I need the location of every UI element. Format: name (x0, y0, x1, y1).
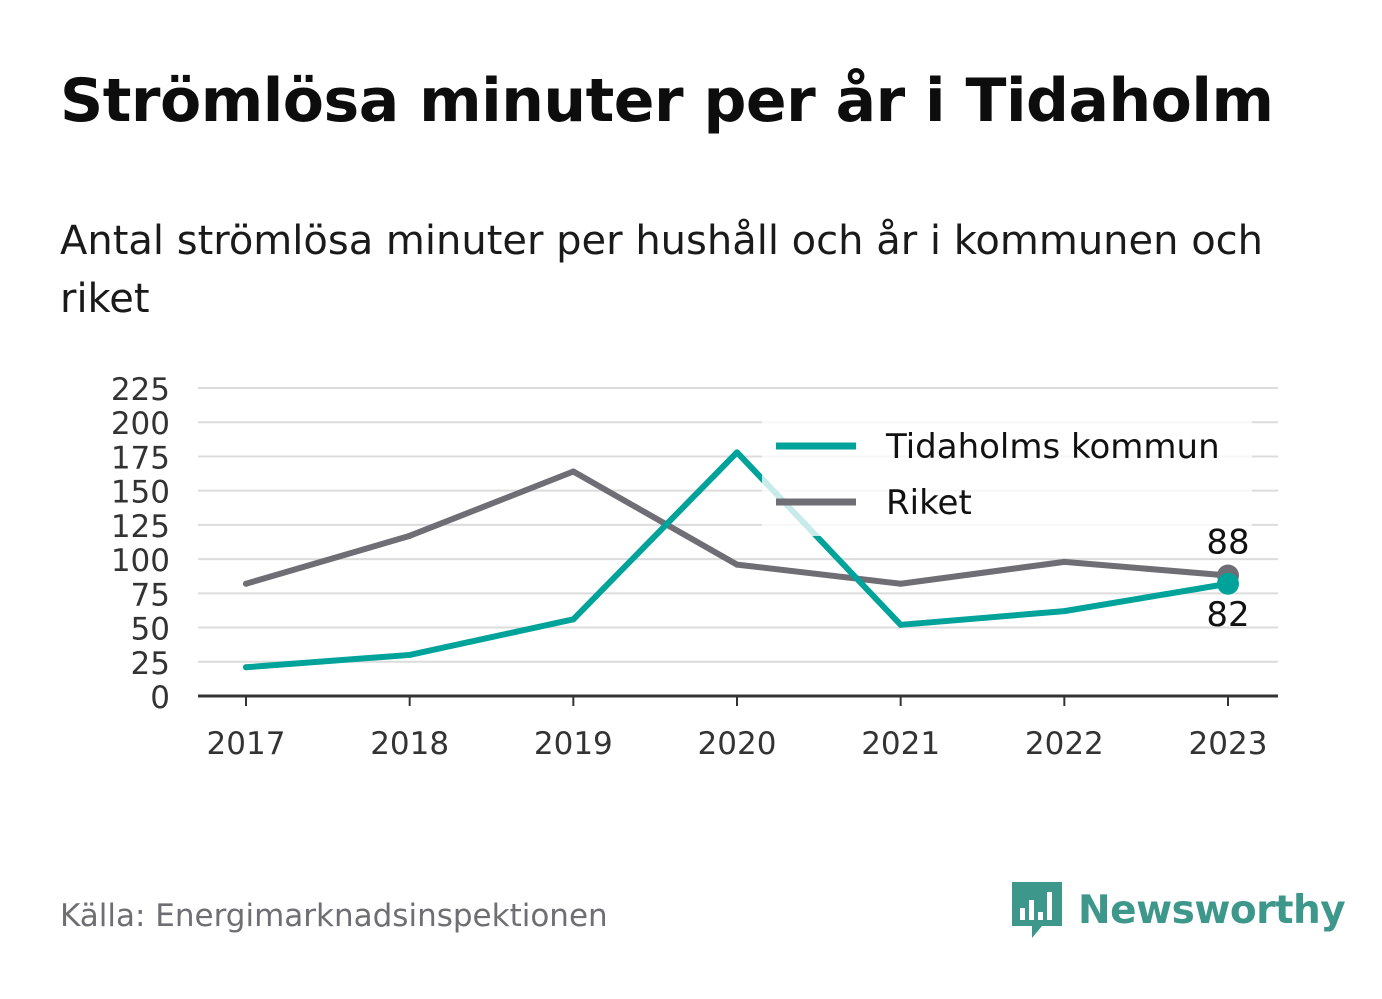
brand-name: Newsworthy (1078, 887, 1346, 933)
data-point (734, 449, 740, 456)
y-tick-label: 75 (131, 577, 170, 613)
data-point (570, 468, 577, 475)
data-point (406, 532, 413, 539)
y-tick-label: 175 (111, 440, 170, 476)
data-point (1061, 558, 1068, 565)
chart-subtitle: Antal strömlösa minuter per hushåll och … (60, 218, 1264, 322)
y-tick-label: 0 (150, 680, 170, 716)
data-point (406, 651, 413, 658)
newsworthy-bar-chart-logo-icon (1012, 882, 1062, 938)
y-tick-label: 125 (111, 509, 170, 545)
x-axis-ticks: 2017 2018 2019 2020 2021 2022 2023 (207, 696, 1268, 762)
data-point (243, 664, 249, 671)
data-point (734, 561, 740, 568)
y-tick-label: 150 (111, 475, 170, 511)
x-tick-label: 2023 (1189, 726, 1268, 762)
legend-background (762, 416, 1252, 536)
x-tick-label: 2017 (207, 726, 286, 762)
data-point (1217, 572, 1239, 595)
y-tick-label: 200 (111, 406, 170, 442)
x-tick-label: 2022 (1025, 726, 1104, 762)
legend-label: Riket (886, 483, 972, 523)
source-note: Källa: Energimarknadsinspektionen (60, 898, 608, 934)
legend: Tidaholms kommun Riket (762, 416, 1252, 536)
y-tick-label: 100 (111, 543, 170, 579)
y-tick-label: 25 (131, 646, 170, 682)
y-tick-label: 225 (111, 372, 170, 408)
data-point (243, 580, 249, 587)
x-tick-label: 2019 (534, 726, 613, 762)
end-labels: 82 88 (1206, 523, 1249, 635)
x-tick-label: 2021 (861, 726, 940, 762)
data-point (897, 621, 904, 628)
data-point (1061, 608, 1068, 615)
end-value-label: 82 (1206, 595, 1249, 635)
chart-title: Strömlösa minuter per år i Tidaholm (60, 66, 1274, 136)
legend-label: Tidaholms kommun (885, 427, 1220, 467)
y-tick-label: 50 (131, 612, 170, 648)
end-value-label: 88 (1206, 523, 1249, 563)
data-point (570, 616, 577, 623)
data-point (897, 580, 904, 587)
brand-logo: Newsworthy (1010, 880, 1346, 940)
x-tick-label: 2020 (698, 726, 777, 762)
series-lines (243, 449, 1239, 671)
x-tick-label: 2018 (370, 726, 449, 762)
